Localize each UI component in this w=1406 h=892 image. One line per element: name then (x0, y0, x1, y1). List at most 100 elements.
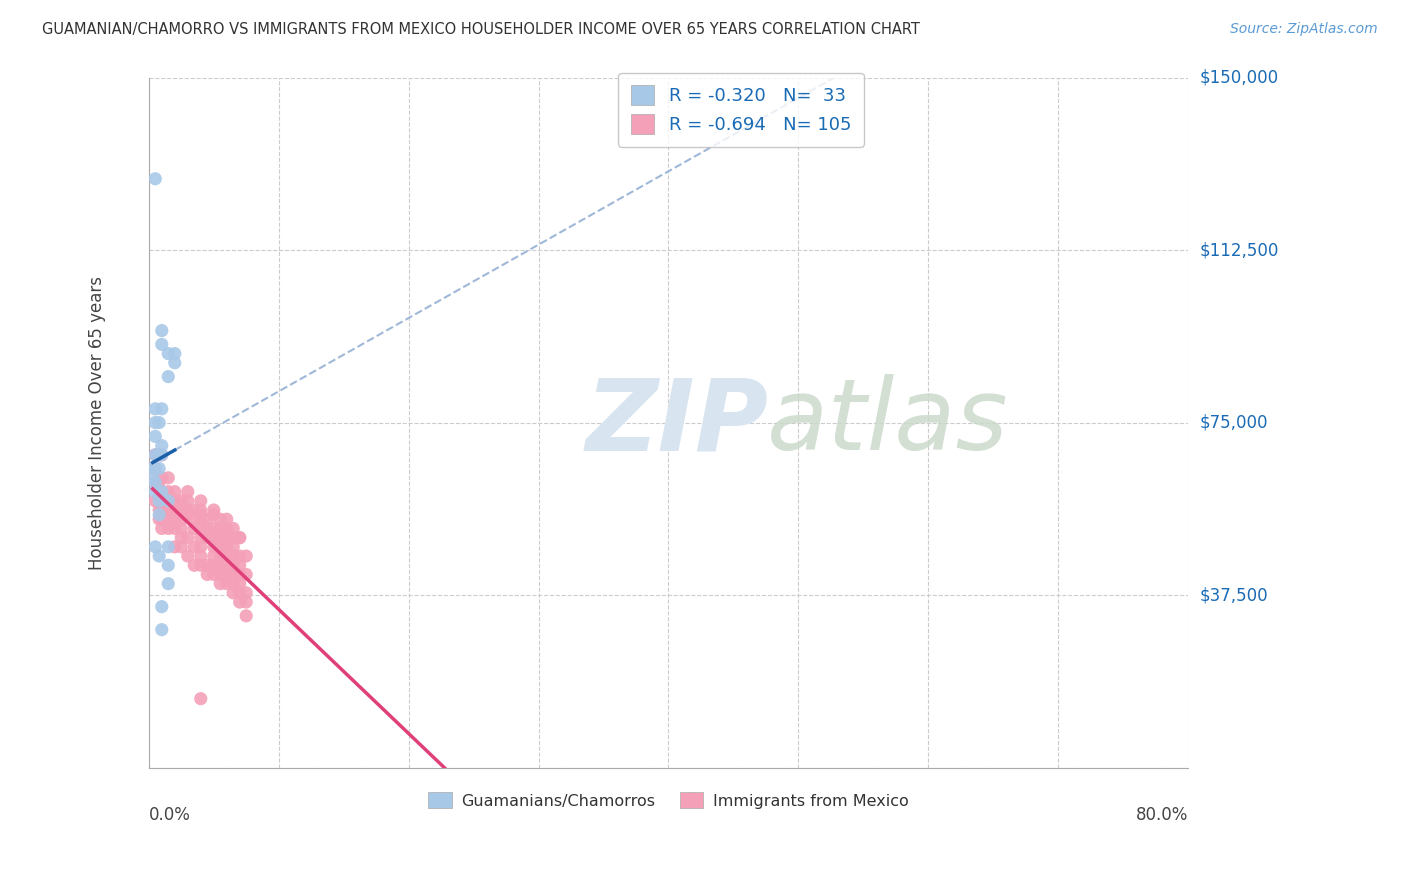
Point (148, 549, 170, 563)
Point (150, 401, 173, 416)
Point (157, 471, 180, 485)
Point (157, 484, 180, 499)
Point (150, 484, 173, 499)
Point (215, 576, 238, 591)
Point (150, 599, 173, 614)
Point (215, 540, 238, 554)
Point (157, 558, 180, 573)
Point (143, 401, 166, 416)
Point (195, 558, 218, 573)
Point (170, 512, 193, 526)
Point (142, 461, 165, 475)
Point (228, 567, 250, 582)
Point (228, 558, 250, 573)
Point (190, 508, 212, 522)
Point (143, 171, 166, 186)
Point (209, 549, 232, 563)
Text: $75,000: $75,000 (1199, 414, 1268, 432)
Point (222, 576, 245, 591)
Text: atlas: atlas (768, 374, 1008, 471)
Point (150, 448, 173, 462)
Point (183, 558, 205, 573)
Point (163, 493, 186, 508)
Point (170, 503, 193, 517)
Point (143, 493, 166, 508)
Point (209, 558, 232, 573)
Point (222, 586, 245, 600)
Point (222, 549, 245, 563)
Point (157, 521, 180, 535)
Point (177, 484, 200, 499)
Point (190, 521, 212, 535)
Point (235, 586, 257, 600)
Text: GUAMANIAN/CHAMORRO VS IMMIGRANTS FROM MEXICO HOUSEHOLDER INCOME OVER 65 YEARS CO: GUAMANIAN/CHAMORRO VS IMMIGRANTS FROM ME… (42, 22, 920, 37)
Point (143, 429, 166, 443)
Point (148, 448, 170, 462)
Point (183, 521, 205, 535)
Point (215, 549, 238, 563)
Point (235, 549, 257, 563)
Point (222, 531, 245, 545)
Point (163, 512, 186, 526)
Point (195, 521, 218, 535)
Point (150, 512, 173, 526)
Point (215, 512, 238, 526)
Point (170, 508, 193, 522)
Point (177, 508, 200, 522)
Point (228, 531, 250, 545)
Point (183, 503, 205, 517)
Point (148, 475, 170, 490)
Point (150, 493, 173, 508)
Point (157, 576, 180, 591)
Point (150, 521, 173, 535)
Point (183, 540, 205, 554)
Point (150, 484, 173, 499)
Legend: Guamanians/Chamorros, Immigrants from Mexico: Guamanians/Chamorros, Immigrants from Me… (422, 786, 915, 815)
Point (222, 540, 245, 554)
Point (143, 448, 166, 462)
Point (150, 623, 173, 637)
Text: $112,500: $112,500 (1199, 241, 1278, 259)
Point (202, 558, 225, 573)
Point (157, 503, 180, 517)
Point (163, 356, 186, 370)
Point (150, 337, 173, 351)
Point (148, 471, 170, 485)
Point (222, 567, 245, 582)
Point (157, 493, 180, 508)
Point (170, 493, 193, 508)
Point (157, 346, 180, 360)
Point (163, 503, 186, 517)
Point (148, 512, 170, 526)
Point (202, 540, 225, 554)
Point (202, 521, 225, 535)
Point (157, 508, 180, 522)
Point (209, 531, 232, 545)
Point (228, 531, 250, 545)
Text: $150,000: $150,000 (1199, 69, 1278, 87)
Point (148, 493, 170, 508)
Point (215, 521, 238, 535)
Point (195, 512, 218, 526)
Text: 80.0%: 80.0% (1136, 805, 1188, 823)
Point (202, 567, 225, 582)
Point (163, 508, 186, 522)
Point (190, 540, 212, 554)
Point (235, 608, 257, 623)
Point (215, 558, 238, 573)
Point (157, 540, 180, 554)
Point (170, 531, 193, 545)
Point (170, 540, 193, 554)
Point (190, 531, 212, 545)
Point (148, 503, 170, 517)
Text: Householder Income Over 65 years: Householder Income Over 65 years (87, 276, 105, 570)
Point (195, 567, 218, 582)
Point (228, 576, 250, 591)
Point (148, 448, 170, 462)
Point (150, 503, 173, 517)
Point (235, 567, 257, 582)
Text: Source: ZipAtlas.com: Source: ZipAtlas.com (1230, 22, 1378, 37)
Point (148, 508, 170, 522)
Point (143, 416, 166, 430)
Point (190, 493, 212, 508)
